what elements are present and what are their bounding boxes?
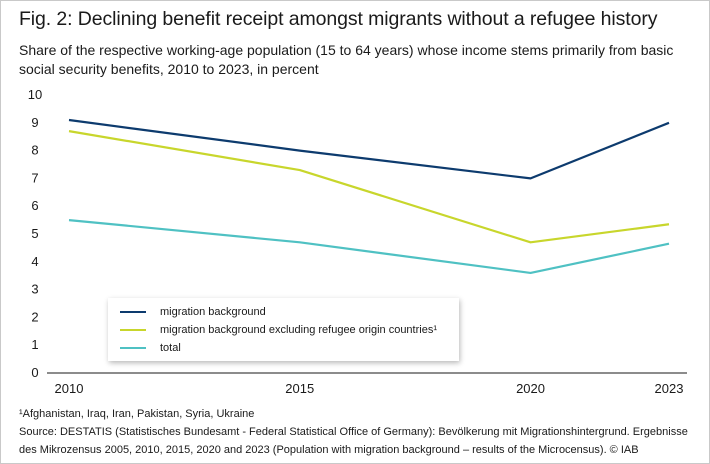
source-line-2: des Mikrozensus 2005, 2010, 2015, 2020 a…	[19, 444, 639, 456]
y-tick-label: 6	[31, 198, 38, 213]
legend-swatch-total	[120, 347, 146, 349]
legend-swatch-excluding-refugees	[120, 329, 146, 331]
footnote: ¹Afghanistan, Iraq, Iran, Pakistan, Syri…	[19, 408, 255, 420]
notes: ¹Afghanistan, Iraq, Iran, Pakistan, Syri…	[19, 405, 699, 459]
y-tick-label: 9	[31, 115, 38, 130]
y-tick-label: 2	[31, 309, 38, 324]
legend-label: migration background	[160, 306, 266, 318]
series-line-migration-background	[68, 118, 670, 180]
y-axis: 0 1 2 3 4 5 6 7 8 9 10	[28, 87, 42, 380]
y-tick-label: 3	[31, 282, 38, 297]
legend-item-excluding-refugees: migration background excluding refugee o…	[120, 322, 437, 338]
y-tick-label: 7	[31, 170, 38, 185]
y-tick-label: 4	[31, 254, 38, 269]
x-tick-label: 2020	[516, 381, 545, 396]
legend-label: migration background excluding refugee o…	[160, 324, 437, 336]
x-tick-label: 2015	[285, 381, 314, 396]
series-line-total	[68, 219, 670, 275]
x-tick-label: 2023	[655, 381, 684, 396]
y-tick-label: 5	[31, 226, 38, 241]
source-line-1: Source: DESTATIS (Statistisches Bundesam…	[19, 426, 688, 438]
series-lines	[68, 118, 670, 275]
x-tick-label: 2010	[55, 381, 84, 396]
x-axis: 2010 2015 2020 2023	[55, 381, 684, 396]
series-line-excluding-refugees	[68, 130, 670, 244]
y-tick-label: 0	[31, 365, 38, 380]
y-tick-label: 8	[31, 143, 38, 158]
legend-label: total	[160, 342, 181, 354]
legend-item-total: total	[120, 340, 181, 356]
chart-subtitle: Share of the respective working-age popu…	[19, 42, 674, 77]
y-tick-label: 10	[28, 87, 42, 102]
y-tick-label: 1	[31, 337, 38, 352]
legend: migration background migration backgroun…	[108, 298, 459, 361]
chart-title: Fig. 2: Declining benefit receipt amongs…	[19, 8, 658, 30]
line-chart: 0 1 2 3 4 5 6 7 8 9 10 2010 2015 2020 2023	[28, 87, 687, 396]
legend-swatch-migration-background	[120, 311, 146, 313]
legend-item-migration-background: migration background	[120, 304, 266, 320]
